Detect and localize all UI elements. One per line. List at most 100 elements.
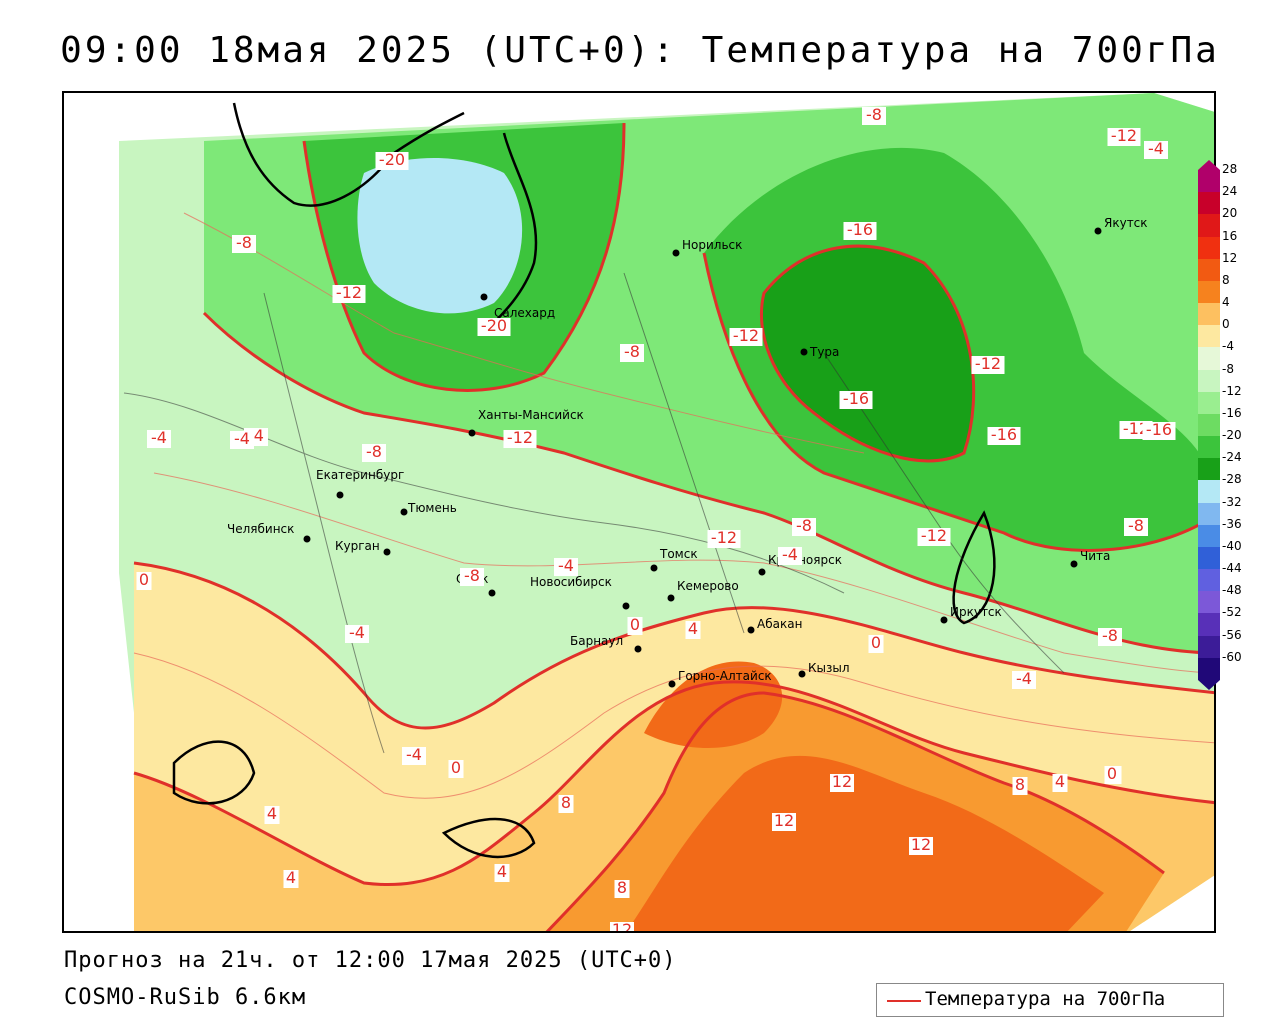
svg-text:-4: -4 bbox=[1148, 139, 1164, 158]
lake-west bbox=[441, 817, 536, 859]
svg-text:8: 8 bbox=[1015, 775, 1025, 794]
svg-text:-20: -20 bbox=[481, 316, 507, 335]
svg-text:12: 12 bbox=[911, 835, 931, 854]
colorbar-tick-label: -52 bbox=[1222, 605, 1242, 620]
colorbar-tick-label: -20 bbox=[1222, 428, 1242, 443]
colorbar-tick-label: 16 bbox=[1222, 228, 1238, 243]
contour-label: -8 bbox=[460, 566, 484, 586]
contour-label: -12 bbox=[917, 526, 951, 546]
contour-label: -20 bbox=[477, 316, 511, 336]
contour-label: -4 bbox=[147, 428, 171, 448]
svg-text:-12: -12 bbox=[336, 283, 362, 302]
svg-text:-8: -8 bbox=[796, 516, 812, 535]
contour-label: 4 bbox=[685, 619, 701, 639]
svg-text:-12: -12 bbox=[733, 326, 759, 345]
city-label: Курган bbox=[335, 539, 380, 553]
svg-text:0: 0 bbox=[630, 615, 640, 634]
city-marker bbox=[480, 293, 488, 301]
city-marker bbox=[400, 508, 408, 516]
contour-label: 0 bbox=[868, 633, 884, 653]
colorbar-tick-label: -8 bbox=[1222, 361, 1234, 376]
colorbar-segment bbox=[1198, 436, 1220, 459]
city-marker bbox=[468, 429, 476, 437]
colorbar-segment bbox=[1198, 170, 1220, 193]
contour-label: -16 bbox=[987, 425, 1021, 445]
svg-text:8: 8 bbox=[617, 878, 627, 897]
svg-text:0: 0 bbox=[871, 633, 881, 652]
colorbar-top-arrow bbox=[1198, 160, 1220, 170]
city-marker bbox=[940, 616, 948, 624]
contour-label: 8 bbox=[1012, 775, 1028, 795]
contour-label: 0 bbox=[627, 615, 643, 635]
contour-label: -12 bbox=[707, 528, 741, 548]
contour-label: -4 bbox=[1012, 669, 1036, 689]
colorbar-segment bbox=[1198, 591, 1220, 614]
city-label: Кызыл bbox=[808, 661, 850, 675]
colorbar-tick-label: 24 bbox=[1222, 184, 1238, 199]
contour-minus16 bbox=[759, 244, 976, 463]
colorbar-tick-label: -60 bbox=[1222, 649, 1242, 664]
city-marker bbox=[798, 670, 806, 678]
colorbar-tick-label: -36 bbox=[1222, 516, 1242, 531]
colorbar-tick-label: -56 bbox=[1222, 627, 1242, 642]
svg-text:-8: -8 bbox=[366, 442, 382, 461]
city-label: Челябинск bbox=[227, 522, 294, 536]
colorbar-segment bbox=[1198, 369, 1220, 393]
model-name: COSMO-RuSib 6.6км bbox=[64, 985, 307, 1010]
svg-text:4: 4 bbox=[497, 862, 507, 881]
colorbar-segment bbox=[1198, 258, 1220, 282]
svg-text:-8: -8 bbox=[1128, 516, 1144, 535]
temperature-map: Салехард Норильск Якутск Тура Ханты-Мансийск… bbox=[64, 93, 1214, 931]
svg-text:-8: -8 bbox=[464, 566, 480, 585]
city-label: Иркутск bbox=[950, 605, 1002, 619]
contour-label: 4 bbox=[494, 862, 510, 882]
cold-field-minus20 bbox=[357, 158, 523, 314]
contour-4 bbox=[133, 680, 1214, 886]
colorbar-segment bbox=[1198, 546, 1220, 570]
svg-text:-4: -4 bbox=[782, 545, 798, 564]
city-marker bbox=[672, 249, 680, 257]
svg-text:-4: -4 bbox=[151, 428, 167, 447]
svg-text:-4: -4 bbox=[349, 623, 365, 642]
city-label: Ханты-Мансийск bbox=[478, 408, 584, 422]
city-marker bbox=[303, 535, 311, 543]
city-label: Кемерово bbox=[677, 579, 739, 593]
colorbar-tick-label: -44 bbox=[1222, 561, 1242, 576]
colorbar-tick-label: -32 bbox=[1222, 494, 1242, 509]
city-marker bbox=[622, 602, 630, 610]
city-label: Абакан bbox=[757, 617, 802, 631]
svg-text:12: 12 bbox=[774, 811, 794, 830]
contour-label: -8 bbox=[362, 442, 386, 462]
colorbar-tick-label: 0 bbox=[1222, 317, 1230, 332]
contour-label: -12 bbox=[503, 428, 537, 448]
contour-minus12-west bbox=[302, 122, 626, 392]
svg-text:8: 8 bbox=[561, 793, 571, 812]
contour-label: 12 bbox=[909, 835, 933, 855]
contour-label: 4 bbox=[264, 804, 280, 824]
legend: Температура на 700гПа bbox=[876, 983, 1224, 1017]
colorbar-tick-label: 4 bbox=[1222, 295, 1230, 310]
map-frame: Салехард Норильск Якутск Тура Ханты-Мансийск… bbox=[62, 91, 1216, 933]
contour-label: -12 bbox=[729, 326, 763, 346]
svg-text:-8: -8 bbox=[866, 105, 882, 124]
contour-label: 12 bbox=[772, 811, 796, 831]
contour-label: -4 bbox=[554, 556, 578, 576]
contour-label: -4 bbox=[1144, 139, 1168, 159]
coast-gydan bbox=[483, 132, 538, 334]
city-marker bbox=[383, 548, 391, 556]
warm-field-12 bbox=[626, 755, 1104, 931]
colorbar-segment bbox=[1198, 391, 1220, 415]
svg-text:-8: -8 bbox=[236, 233, 252, 252]
city-label: Тюмень bbox=[407, 501, 457, 515]
city-marker bbox=[668, 680, 676, 688]
svg-text:4: 4 bbox=[688, 619, 698, 638]
contour-label: -20 bbox=[375, 150, 409, 170]
colorbar-segment bbox=[1198, 325, 1220, 348]
contour-label: 0 bbox=[448, 758, 464, 778]
contour-label: -8 bbox=[1124, 516, 1148, 536]
contour-label: -8 bbox=[792, 516, 816, 536]
contour-label: -4 bbox=[345, 623, 369, 643]
contour-label: -12 bbox=[1107, 126, 1141, 146]
svg-text:0: 0 bbox=[1107, 764, 1117, 783]
city-label: Екатеринбург bbox=[316, 468, 404, 482]
